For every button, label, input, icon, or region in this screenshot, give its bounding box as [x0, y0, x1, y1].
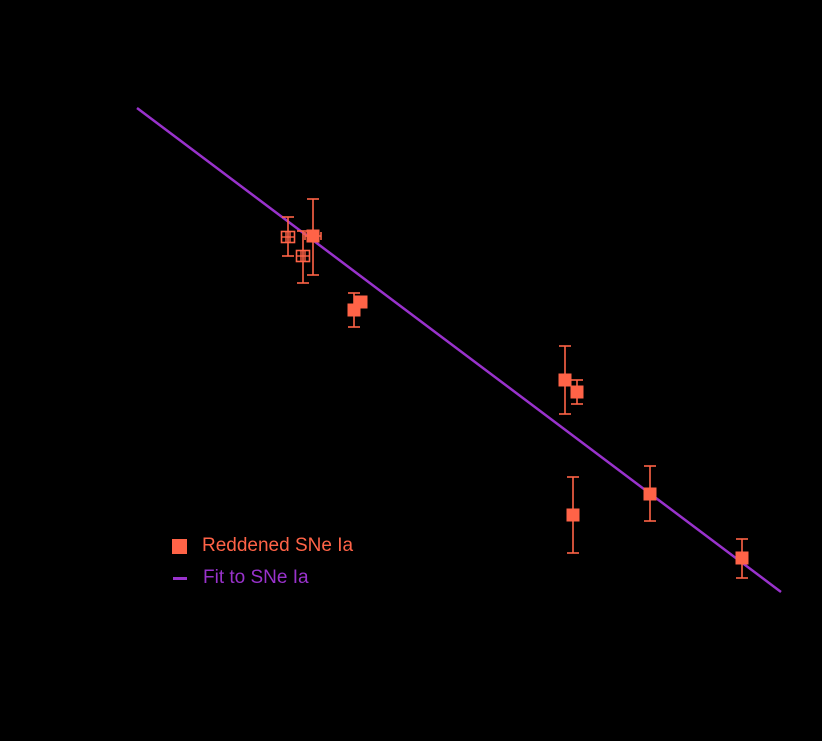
line-marker-icon	[173, 576, 187, 580]
fit-line	[136, 107, 782, 593]
filled-square-marker	[354, 295, 368, 309]
legend-item-reddened-snia: Reddened SNe Ia	[172, 530, 353, 562]
filled-square-marker	[643, 487, 657, 501]
filled-square-marker	[306, 229, 320, 243]
filled-square-marker	[570, 385, 584, 399]
filled-square-marker	[566, 508, 580, 522]
square-marker-icon	[172, 538, 187, 554]
open-square-marker	[280, 230, 296, 244]
legend: Reddened SNe Ia Fit to SNe Ia	[172, 530, 353, 594]
legend-label: Reddened SNe Ia	[202, 535, 354, 556]
open-square-marker	[295, 249, 311, 263]
fit-line-path	[136, 107, 782, 593]
filled-square-marker	[558, 373, 572, 387]
data-markers	[280, 229, 749, 565]
legend-item-fit: Fit to SNe Ia	[172, 562, 353, 594]
filled-square-marker	[735, 551, 749, 565]
legend-label: Fit to SNe Ia	[203, 567, 309, 588]
